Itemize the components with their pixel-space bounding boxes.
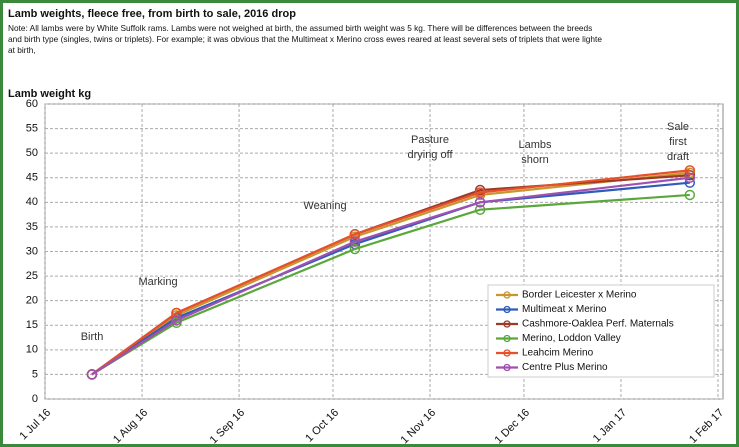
note-line: at birth, xyxy=(8,45,36,55)
chart-title: Lamb weights, fleece free, from birth to… xyxy=(8,8,296,20)
y-tick-label: 10 xyxy=(26,344,38,356)
legend-marker xyxy=(503,349,511,357)
point xyxy=(349,243,361,255)
point xyxy=(684,172,696,183)
annotation: drying off xyxy=(407,149,453,161)
legend-box xyxy=(487,284,715,378)
y-tick-label: 60 xyxy=(26,98,38,110)
legend-marker xyxy=(503,320,511,328)
annotation: Lambs xyxy=(518,139,552,151)
annotation: Birth xyxy=(81,331,104,343)
legend-label: Merino, Loddon Valley xyxy=(522,333,621,344)
point xyxy=(349,236,361,247)
point xyxy=(171,307,182,319)
y-tick-label: 0 xyxy=(32,393,38,405)
annotation: Sale xyxy=(667,121,689,133)
legend-label: Centre Plus Merino xyxy=(522,362,608,373)
legend-label: Cashmore-Oaklea Perf. Maternals xyxy=(522,319,674,330)
legend-marker xyxy=(503,334,511,343)
series-line xyxy=(91,169,690,376)
point xyxy=(171,315,182,326)
legend-marker xyxy=(503,363,511,372)
y-tick-label: 30 xyxy=(26,245,38,257)
y-tick-label: 45 xyxy=(26,172,38,184)
point xyxy=(684,165,696,176)
point xyxy=(349,229,361,240)
series-line xyxy=(91,176,690,376)
point xyxy=(474,197,486,208)
y-tick-label: 15 xyxy=(26,319,38,331)
y-axis-label: Lamb weight kg xyxy=(8,88,91,100)
annotation: shorn xyxy=(521,154,549,166)
series-line xyxy=(91,193,690,376)
annotation: Weaning xyxy=(303,200,346,212)
point xyxy=(86,369,98,380)
legend-marker xyxy=(503,291,511,299)
legend-label: Leahcim Merino xyxy=(522,348,594,359)
y-tick-label: 5 xyxy=(32,368,38,380)
note-line: Note: All lambs were by White Suffolk ra… xyxy=(8,23,592,33)
y-tick-label: 50 xyxy=(26,147,38,159)
legend-label: Multimeat x Merino xyxy=(522,304,607,315)
y-tick-label: 20 xyxy=(26,295,38,307)
y-tick-label: 35 xyxy=(26,221,38,233)
annotation: draft xyxy=(667,151,689,163)
point xyxy=(474,187,486,198)
annotation: first xyxy=(669,136,687,148)
note-line: and birth type (singles, twins or triple… xyxy=(8,34,602,44)
point xyxy=(474,204,486,215)
point xyxy=(684,189,696,201)
annotation: Pasture xyxy=(411,134,449,146)
y-tick-label: 25 xyxy=(26,270,38,282)
annotation: Marking xyxy=(138,276,177,288)
legend-marker xyxy=(503,305,511,314)
y-tick-label: 40 xyxy=(26,196,38,208)
y-tick-label: 55 xyxy=(26,122,38,134)
legend-label: Border Leicester x Merino xyxy=(522,290,637,301)
